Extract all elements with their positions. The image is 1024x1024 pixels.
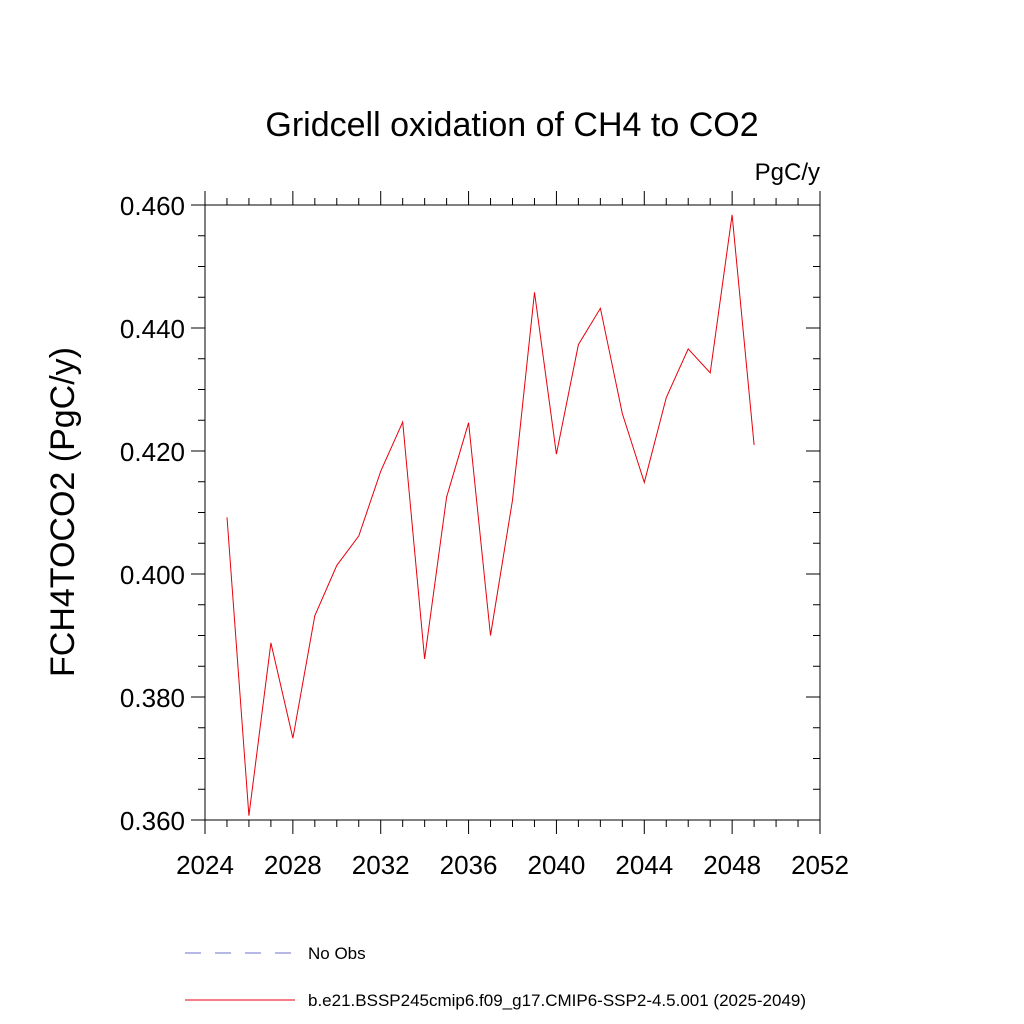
x-tick-label: 2040 — [528, 850, 586, 880]
x-tick-label: 2048 — [703, 850, 761, 880]
plot-frame — [204, 204, 821, 821]
x-tick-label: 2052 — [791, 850, 849, 880]
y-tick-label: 0.460 — [120, 191, 185, 221]
x-tick-label: 2032 — [352, 850, 410, 880]
legend: No Obs b.e21.BSSP245cmip6.f09_g17.CMIP6-… — [185, 944, 806, 1010]
y-tick-label: 0.360 — [120, 806, 185, 836]
y-tick-label: 0.440 — [120, 314, 185, 344]
x-tick-label: 2028 — [264, 850, 322, 880]
series-layer — [226, 214, 755, 816]
ticks-layer: 2024 2028 2032 2036 2040 2044 2048 2052 0.360 0.3… — [120, 191, 849, 880]
chart-title: Gridcell oxidation of CH4 to CO2 — [265, 106, 758, 144]
x-tick-label: 2044 — [615, 850, 673, 880]
series-line-0 — [226, 214, 755, 816]
x-tick-label: 2036 — [440, 850, 498, 880]
units-label: PgC/y — [755, 159, 820, 186]
y-axis-label: FCH4TOCO2 (PgC/y) — [44, 347, 82, 677]
x-tick-label: 2024 — [176, 850, 234, 880]
y-tick-label: 0.380 — [120, 683, 185, 713]
y-tick-label: 0.400 — [120, 560, 185, 590]
legend-label-series: b.e21.BSSP245cmip6.f09_g17.CMIP6-SSP2-4.… — [308, 991, 806, 1010]
legend-label-no-obs: No Obs — [308, 944, 366, 963]
y-tick-label: 0.420 — [120, 437, 185, 467]
